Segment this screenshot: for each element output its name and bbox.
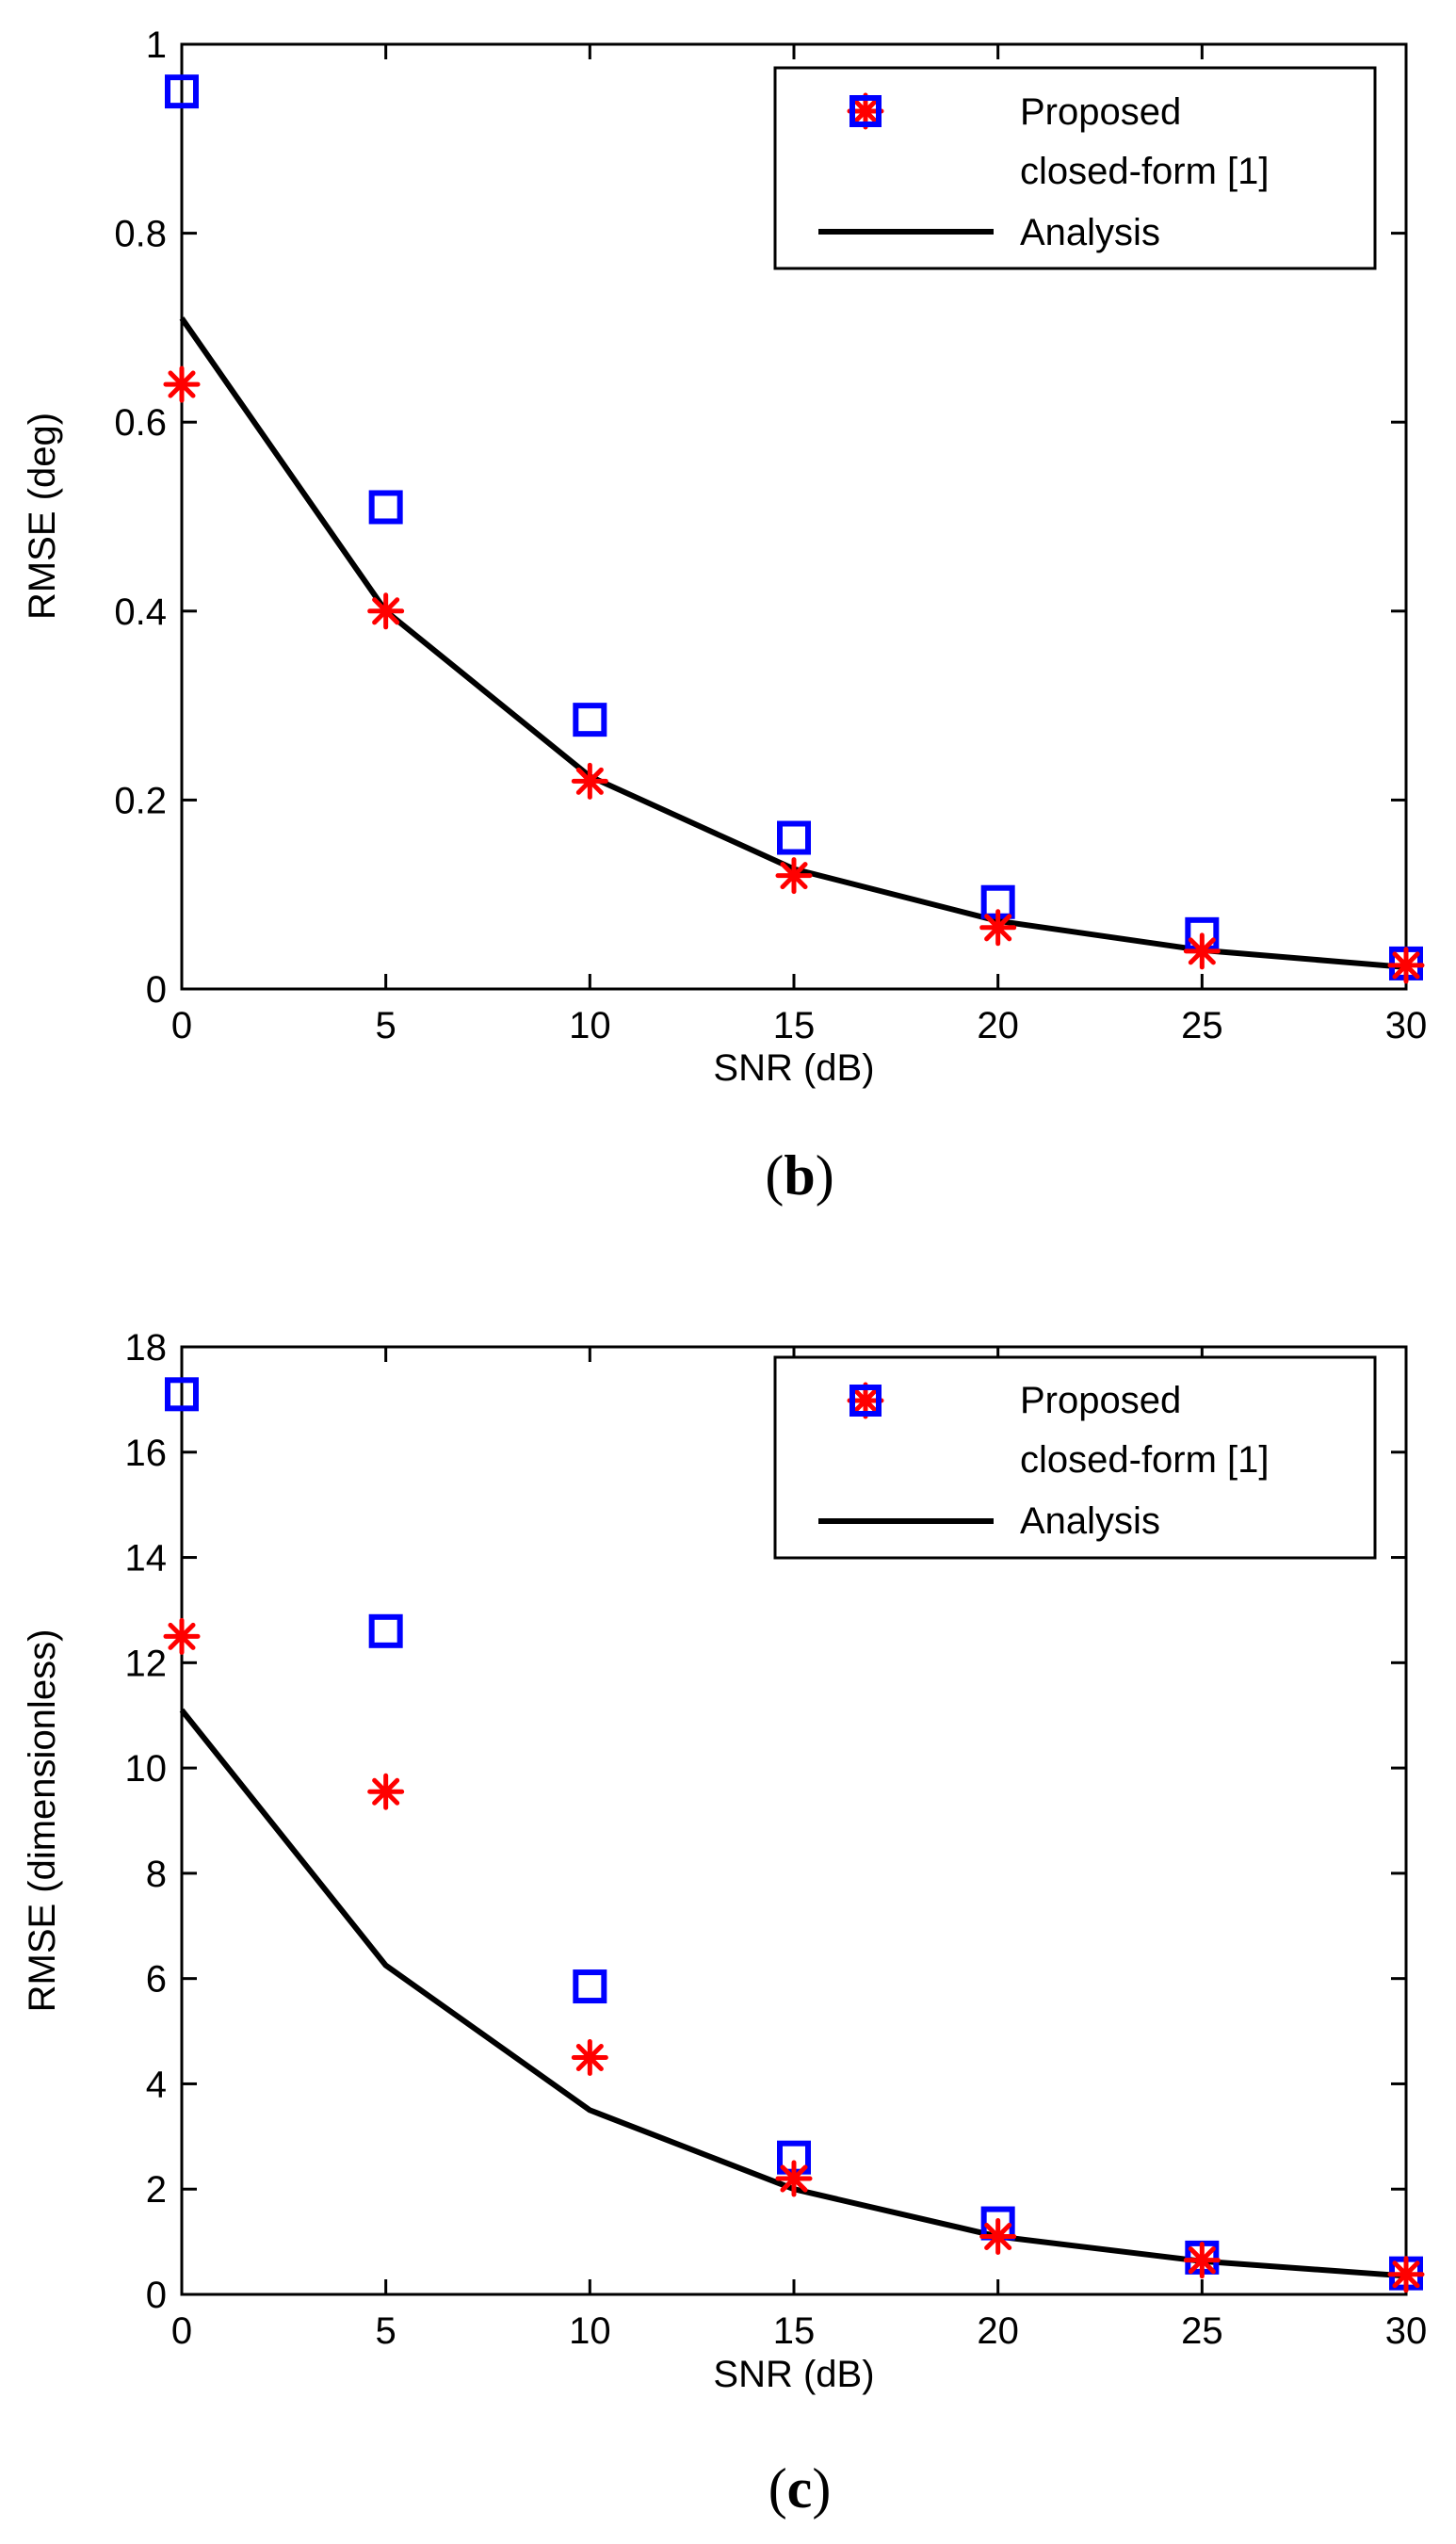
closed-form-point bbox=[368, 1613, 403, 1648]
legend-label-closed-form: closed-form [1] bbox=[1020, 1439, 1270, 1481]
closed-form-point bbox=[573, 703, 607, 737]
closed-form-point bbox=[165, 74, 199, 109]
legend-label-proposed: Proposed bbox=[1020, 1380, 1181, 1421]
y-tick-label: 10 bbox=[125, 1748, 168, 1790]
panel-letter-b: b bbox=[784, 1144, 815, 1207]
proposed-point-stroke bbox=[372, 1777, 400, 1806]
proposed-point-stroke bbox=[984, 2223, 1012, 2251]
proposed-point-stroke bbox=[575, 2043, 604, 2072]
legend-label-analysis: Analysis bbox=[1020, 1500, 1160, 1542]
y-ticks: 0 0.2 0.4 0.6 0.8 1 bbox=[114, 24, 1406, 1011]
proposed-point-stroke bbox=[984, 914, 1012, 942]
y-tick-label: 1 bbox=[146, 24, 167, 66]
proposed-point bbox=[571, 2039, 608, 2076]
y-tick-label: 8 bbox=[146, 1854, 167, 1895]
legend: Proposed closed-form [1] Analysis bbox=[773, 1355, 1377, 1560]
proposed-point bbox=[1387, 947, 1425, 984]
x-tick-label: 0 bbox=[171, 2310, 192, 2352]
y-tick-label: 12 bbox=[125, 1643, 168, 1684]
proposed-point bbox=[367, 592, 405, 630]
legend-asterisk-stroke bbox=[851, 1386, 880, 1415]
y-tick-label: 14 bbox=[125, 1538, 168, 1580]
x-tick-label: 30 bbox=[1385, 2310, 1428, 2352]
x-tick-label: 5 bbox=[376, 2310, 396, 2352]
y-tick-label: 4 bbox=[146, 2064, 167, 2105]
x-tick-label: 15 bbox=[773, 1005, 816, 1046]
x-tick-label: 5 bbox=[376, 1005, 396, 1046]
y-tick-label: 0.8 bbox=[114, 214, 167, 255]
x-tick-label: 10 bbox=[569, 2310, 611, 2352]
x-tick-label: 20 bbox=[977, 2310, 1019, 2352]
proposed-point-stroke bbox=[1188, 937, 1216, 965]
closed-form-point bbox=[368, 490, 403, 525]
panel-label-b: (b) bbox=[765, 1144, 833, 1207]
y-tick-label: 2 bbox=[146, 2169, 167, 2211]
chart-panel-c: 0 2 4 6 8 10 12 14 16 18 0 5 10 15 20 25 30 SNR (dB) RM… bbox=[22, 1327, 1427, 2520]
x-tick-label: 10 bbox=[569, 1005, 611, 1046]
proposed-point-stroke bbox=[780, 862, 808, 890]
panel-letter-c: c bbox=[787, 2457, 813, 2520]
y-tick-label: 18 bbox=[125, 1327, 168, 1369]
y-axis-label: RMSE (dimensionless) bbox=[22, 1629, 63, 2013]
proposed-point-stroke bbox=[168, 370, 196, 398]
proposed-point bbox=[1183, 932, 1221, 970]
y-ticks: 0 2 4 6 8 10 12 14 16 18 bbox=[125, 1327, 1406, 2316]
proposed-point bbox=[775, 857, 813, 895]
y-tick-label: 0 bbox=[146, 969, 167, 1011]
legend-marker-closed-form bbox=[849, 1385, 882, 1417]
proposed-point bbox=[1387, 2256, 1425, 2293]
legend: Proposed closed-form [1] Analysis bbox=[773, 66, 1377, 270]
proposed-point-stroke bbox=[575, 767, 604, 795]
legend-label-proposed: Proposed bbox=[1020, 91, 1181, 133]
proposed-point bbox=[367, 1773, 405, 1810]
proposed-point-stroke bbox=[1392, 2260, 1420, 2289]
y-tick-label: 0.4 bbox=[114, 591, 167, 633]
x-ticks: 0 5 10 15 20 25 30 bbox=[171, 1347, 1427, 2352]
chart-panel-b: 0 0.2 0.4 0.6 0.8 1 0 5 10 15 20 25 30 SNR (dB) RMS… bbox=[22, 24, 1427, 1207]
proposed-series bbox=[163, 365, 1425, 984]
proposed-point-stroke bbox=[372, 597, 400, 625]
x-axis-label: SNR (dB) bbox=[713, 1047, 874, 1089]
legend-asterisk-stroke bbox=[851, 97, 880, 125]
x-ticks: 0 5 10 15 20 25 30 bbox=[171, 44, 1427, 1046]
proposed-point bbox=[979, 2218, 1017, 2256]
y-tick-label: 0.6 bbox=[114, 402, 167, 444]
proposed-point-stroke bbox=[168, 1622, 196, 1650]
proposed-point bbox=[1183, 2242, 1221, 2279]
proposed-point bbox=[979, 909, 1017, 947]
proposed-point bbox=[163, 365, 201, 403]
proposed-point bbox=[163, 1617, 201, 1655]
y-tick-label: 6 bbox=[146, 1959, 167, 2001]
proposed-point-stroke bbox=[1392, 951, 1420, 980]
legend-marker-closed-form bbox=[849, 95, 882, 127]
proposed-series bbox=[163, 1617, 1425, 2293]
y-axis-label: RMSE (deg) bbox=[22, 413, 63, 620]
x-tick-label: 25 bbox=[1181, 1005, 1223, 1046]
legend-label-analysis: Analysis bbox=[1020, 212, 1160, 253]
x-axis-label: SNR (dB) bbox=[713, 2354, 874, 2395]
closed-form-point bbox=[777, 820, 811, 855]
closed-form-point bbox=[165, 1377, 199, 1412]
x-tick-label: 15 bbox=[773, 2310, 816, 2352]
closed-form-point bbox=[573, 1969, 607, 2004]
x-tick-label: 25 bbox=[1181, 2310, 1223, 2352]
y-tick-label: 16 bbox=[125, 1433, 168, 1474]
x-tick-label: 30 bbox=[1385, 1005, 1428, 1046]
legend-label-closed-form: closed-form [1] bbox=[1020, 151, 1270, 192]
proposed-point-stroke bbox=[1188, 2246, 1216, 2275]
x-tick-label: 20 bbox=[977, 1005, 1019, 1046]
proposed-point bbox=[571, 762, 608, 800]
proposed-point-stroke bbox=[780, 2164, 808, 2193]
y-tick-label: 0.2 bbox=[114, 780, 167, 821]
proposed-point bbox=[775, 2160, 813, 2197]
y-tick-label: 0 bbox=[146, 2275, 167, 2316]
panel-label-c: (c) bbox=[768, 2457, 832, 2520]
x-tick-label: 0 bbox=[171, 1005, 192, 1046]
